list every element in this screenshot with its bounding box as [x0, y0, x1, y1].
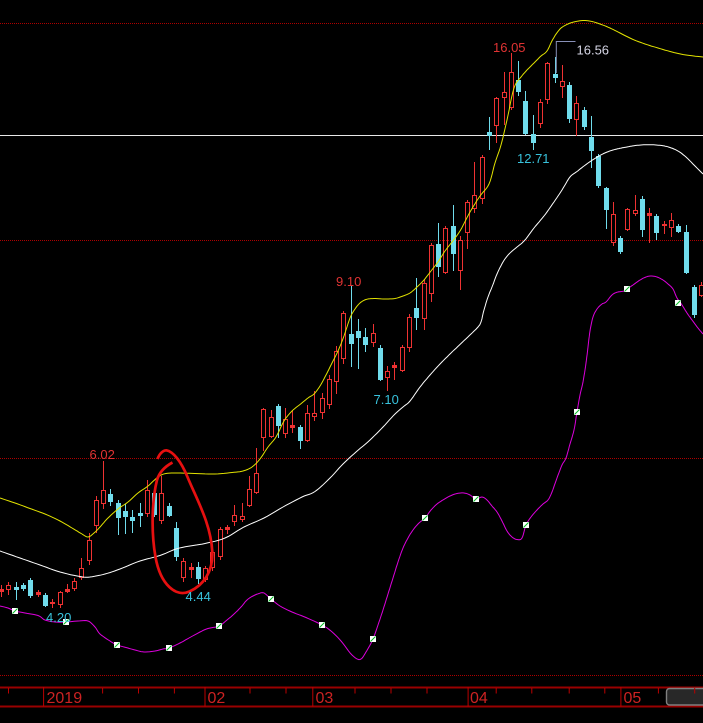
svg-text:04: 04: [470, 690, 488, 707]
svg-text:16.05: 16.05: [493, 40, 526, 55]
svg-text:4.20: 4.20: [46, 610, 71, 625]
svg-text:6.02: 6.02: [90, 447, 115, 462]
svg-text:4.44: 4.44: [186, 589, 211, 604]
svg-text:03: 03: [316, 690, 334, 707]
svg-text:02: 02: [208, 690, 226, 707]
svg-text:7.10: 7.10: [374, 392, 399, 407]
svg-text:9.10: 9.10: [336, 274, 361, 289]
svg-text:05: 05: [624, 690, 642, 707]
svg-text:2019: 2019: [47, 690, 83, 707]
svg-text:16.56: 16.56: [577, 43, 610, 58]
svg-text:12.71: 12.71: [517, 151, 550, 166]
